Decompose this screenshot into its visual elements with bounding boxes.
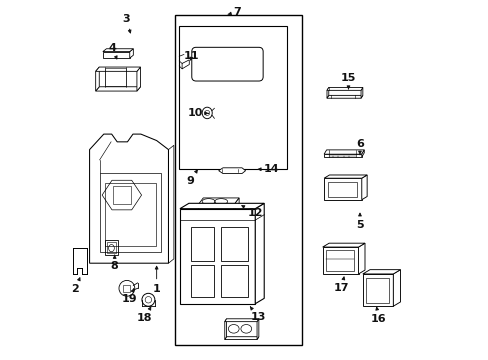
Text: 11: 11: [183, 51, 199, 61]
Bar: [221, 226, 247, 261]
Polygon shape: [233, 198, 239, 211]
FancyBboxPatch shape: [191, 47, 263, 81]
Polygon shape: [218, 168, 245, 174]
Text: 12: 12: [241, 206, 263, 218]
Ellipse shape: [142, 293, 155, 306]
Polygon shape: [322, 243, 364, 247]
Polygon shape: [361, 175, 366, 200]
Text: 14: 14: [258, 164, 279, 174]
Polygon shape: [198, 198, 239, 205]
Bar: [327, 182, 357, 197]
Polygon shape: [137, 67, 140, 91]
Bar: [190, 226, 214, 261]
Polygon shape: [224, 337, 258, 339]
Text: 2: 2: [71, 278, 80, 294]
Polygon shape: [96, 67, 140, 71]
Polygon shape: [362, 274, 392, 306]
Bar: [179, 26, 286, 169]
Polygon shape: [102, 51, 129, 58]
Polygon shape: [96, 87, 140, 91]
Bar: [190, 265, 214, 297]
Polygon shape: [326, 87, 362, 90]
Polygon shape: [324, 178, 361, 200]
Polygon shape: [392, 270, 400, 306]
Text: 4: 4: [108, 43, 117, 59]
Polygon shape: [257, 319, 258, 339]
Bar: [104, 68, 126, 86]
Polygon shape: [182, 60, 189, 69]
Polygon shape: [326, 87, 328, 98]
Polygon shape: [326, 95, 362, 98]
Bar: [113, 186, 131, 204]
Polygon shape: [255, 203, 264, 304]
Text: 1: 1: [152, 266, 160, 294]
Text: 17: 17: [333, 277, 348, 293]
Polygon shape: [358, 243, 364, 274]
Text: 3: 3: [122, 14, 131, 33]
Polygon shape: [224, 319, 258, 321]
Text: 9: 9: [185, 170, 197, 186]
Polygon shape: [361, 150, 364, 157]
Polygon shape: [102, 49, 133, 51]
Text: 13: 13: [250, 307, 265, 322]
Polygon shape: [96, 67, 99, 91]
Polygon shape: [324, 154, 361, 157]
Polygon shape: [89, 134, 168, 263]
Text: 7: 7: [227, 7, 241, 17]
Polygon shape: [180, 209, 255, 304]
Text: 5: 5: [355, 213, 363, 230]
Polygon shape: [198, 205, 233, 211]
Text: 16: 16: [370, 307, 386, 324]
Text: 8: 8: [111, 255, 118, 271]
Text: 18: 18: [137, 307, 152, 323]
Polygon shape: [324, 150, 364, 154]
Text: 19: 19: [121, 289, 137, 304]
Polygon shape: [180, 203, 264, 209]
Polygon shape: [360, 87, 362, 98]
Ellipse shape: [119, 280, 135, 296]
Polygon shape: [129, 49, 133, 58]
Polygon shape: [362, 270, 400, 274]
Text: 6: 6: [355, 139, 363, 155]
Ellipse shape: [202, 107, 212, 119]
Bar: [174, 15, 301, 345]
Bar: [325, 250, 353, 271]
Bar: [123, 285, 130, 292]
Polygon shape: [324, 175, 366, 178]
Polygon shape: [224, 319, 226, 339]
Bar: [106, 242, 116, 253]
Polygon shape: [322, 247, 358, 274]
Bar: [365, 278, 388, 303]
Bar: [221, 265, 247, 297]
Text: 15: 15: [340, 73, 355, 89]
Text: 10: 10: [187, 108, 208, 118]
Polygon shape: [100, 173, 161, 252]
